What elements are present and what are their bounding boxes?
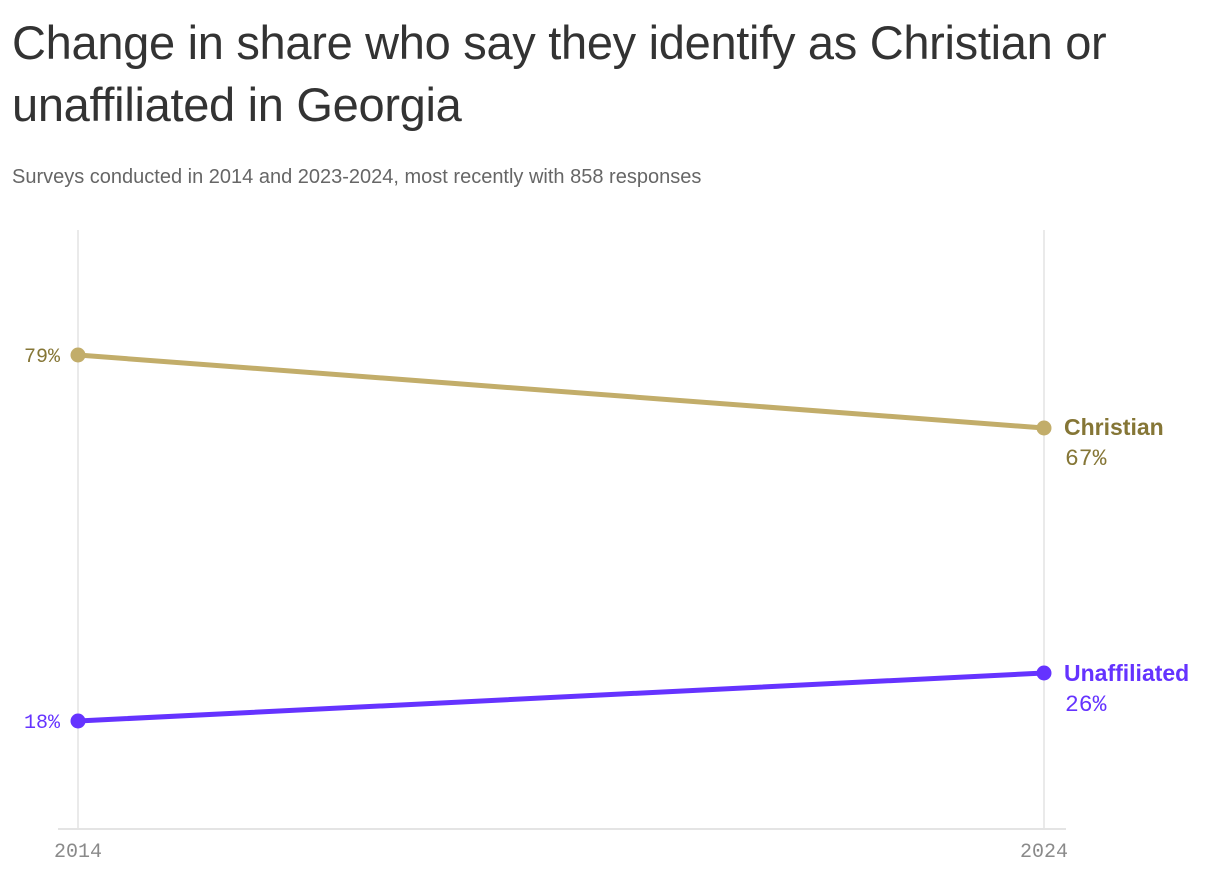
- value-christian-2024: 67%: [1065, 446, 1107, 472]
- chart-subtitle: Surveys conducted in 2014 and 2023-2024,…: [12, 166, 702, 188]
- point-unaffiliated-2024: [1036, 665, 1052, 681]
- series-christian: 79% Christian 67%: [24, 346, 1164, 472]
- chart-title: Change in share who say they identify as…: [12, 16, 1107, 131]
- series-unaffiliated: 18% Unaffiliated 26%: [24, 660, 1189, 735]
- x-tick-2024: 2024: [1020, 841, 1068, 864]
- value-unaffiliated-2014: 18%: [24, 712, 61, 735]
- point-christian-2024: [1036, 420, 1052, 436]
- value-unaffiliated-2024: 26%: [1065, 692, 1107, 718]
- label-christian: Christian: [1064, 414, 1164, 440]
- value-christian-2014: 79%: [24, 346, 61, 369]
- point-christian-2014: [70, 347, 86, 363]
- label-unaffiliated: Unaffiliated: [1064, 660, 1189, 686]
- point-unaffiliated-2014: [70, 713, 86, 729]
- line-unaffiliated: [75, 670, 1047, 724]
- line-christian: [75, 352, 1047, 431]
- x-tick-2014: 2014: [54, 841, 102, 864]
